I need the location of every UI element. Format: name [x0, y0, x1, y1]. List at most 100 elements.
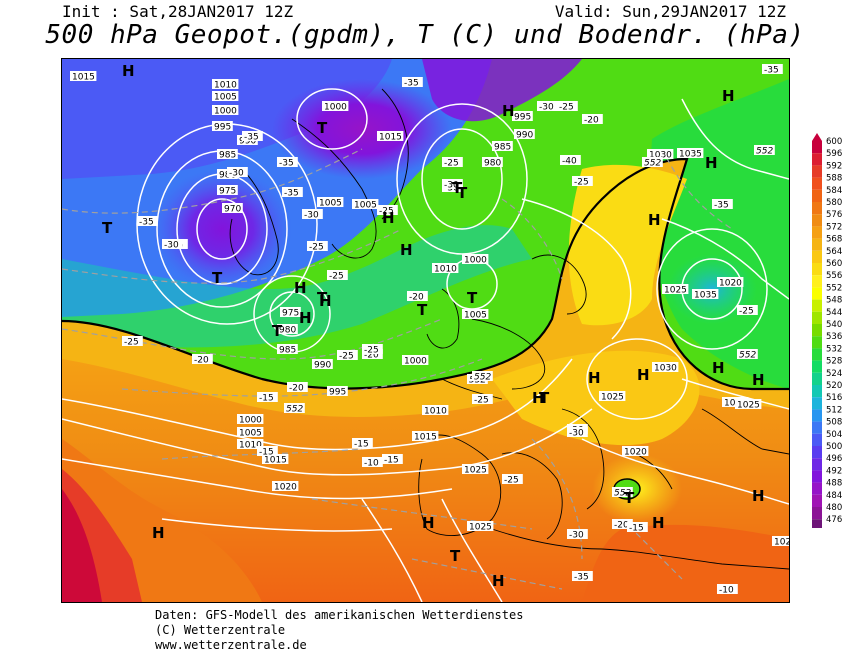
footer-copyright: (C) Wetterzentrale	[155, 623, 286, 637]
legend-label: 512	[826, 405, 842, 415]
temperature-label: -15	[629, 524, 644, 534]
legend-label: 556	[826, 271, 842, 281]
legend-label: 584	[826, 186, 842, 196]
pressure-label: 1020	[274, 483, 297, 493]
legend-swatch	[812, 263, 822, 276]
legend-label: 568	[826, 235, 842, 245]
high-pressure-symbol: H	[722, 87, 735, 105]
temperature-label: -30	[164, 241, 179, 251]
temperature-label-bg	[287, 382, 308, 392]
temperature-label-bg	[442, 179, 463, 189]
pressure-label: 1005	[354, 201, 377, 211]
temperature-label-bg	[737, 305, 758, 315]
temperature-label-bg	[277, 157, 298, 167]
low-pressure-symbol: T	[624, 489, 635, 507]
geopot-552-line	[62, 157, 789, 391]
pressure-label: 1000	[464, 256, 487, 266]
pressure-label-bg	[217, 149, 238, 159]
pressure-label: 1030	[649, 151, 672, 161]
high-pressure-symbol: H	[712, 359, 725, 377]
legend-swatch	[812, 494, 822, 507]
legend-swatch	[812, 177, 822, 190]
pressure-label-bg	[599, 391, 626, 401]
pressure-label-bg	[402, 355, 429, 365]
footer-data-source: Daten: GFS-Modell des amerikanischen Wet…	[155, 608, 524, 622]
legend-swatch	[812, 397, 822, 410]
pressure-label: 995	[214, 123, 231, 133]
legend-swatch	[812, 324, 822, 337]
pressure-label: 970	[224, 205, 241, 215]
temperature-label-bg	[402, 77, 423, 87]
temperature-label-bg	[502, 474, 523, 484]
high-pressure-symbol: H	[588, 369, 601, 387]
legend-swatch	[812, 250, 822, 263]
temperature-label: -30	[569, 531, 584, 541]
valid-time: Valid: Sun,29JAN2017 12Z	[554, 2, 786, 21]
temperature-label: -10	[364, 459, 379, 469]
temperature-label: -25	[504, 476, 519, 486]
pressure-label: 990	[516, 131, 533, 141]
temperature-label: -25	[339, 352, 354, 362]
legend-swatch	[812, 446, 822, 459]
legend-label: 492	[826, 466, 842, 476]
pressure-label: 985	[494, 143, 511, 153]
legend-label: 596	[826, 149, 842, 159]
pressure-label: 990	[314, 361, 331, 371]
pressure-label: 975	[219, 187, 236, 197]
temperature-label-bg	[192, 354, 213, 364]
temperature-label-bg	[712, 199, 733, 209]
geopotential-label: 552	[756, 147, 773, 157]
legend-label: 476	[826, 515, 842, 525]
legend-label: 576	[826, 210, 842, 220]
temperature-label: -25	[574, 178, 589, 188]
temperature-label: -30	[229, 169, 244, 179]
high-pressure-symbol: H	[319, 292, 332, 310]
legend-label: 480	[826, 503, 842, 513]
geopotential-label: 552	[644, 159, 661, 169]
temperature-label-bg	[560, 155, 581, 165]
temperature-label: -10	[719, 586, 734, 596]
legend-swatch	[812, 141, 822, 154]
pressure-label: 1020	[624, 448, 647, 458]
temperature-label: -25	[329, 272, 344, 282]
pressure-label-bg	[237, 427, 264, 437]
temperature-label-bg	[557, 101, 578, 111]
temperature-label-bg	[567, 529, 588, 539]
pressure-label-bg	[237, 439, 264, 449]
pressure-label-bg	[70, 71, 97, 81]
temperature-label: -15	[384, 456, 399, 466]
temperature-labels: -35-35-30-35-35-30-25-25-25-20-30-35-35-…	[122, 64, 783, 596]
temperature-label: -25	[559, 103, 574, 113]
temperature-label-bg	[122, 336, 143, 346]
geopotential-label-bg	[642, 157, 663, 167]
temperature-label: -35	[244, 133, 259, 143]
pressure-label: 985	[279, 346, 296, 356]
temperature-label-bg	[382, 454, 403, 464]
geopotential-labels: 552552552552552552552	[284, 145, 775, 499]
pressure-label-bg	[352, 199, 379, 209]
pressure-label-bg	[237, 414, 264, 424]
pressure-label-bg	[432, 263, 459, 273]
temperature-label-bg	[572, 571, 593, 581]
temperature-label-bg	[362, 457, 383, 467]
temperature-label-bg	[307, 241, 328, 251]
field-teal	[62, 225, 532, 348]
pressure-label-bg	[467, 521, 494, 531]
pressure-label: 1035	[679, 150, 702, 160]
temperature-label-bg	[327, 270, 348, 280]
pressure-label-bg	[462, 254, 489, 264]
low-pressure-symbol: T	[212, 269, 223, 287]
pressure-label: 1035	[694, 291, 717, 301]
pressure-label: 1025	[601, 393, 624, 403]
temperature-label: -25	[379, 207, 394, 217]
legend-swatch	[812, 165, 822, 178]
pressure-label: 985	[219, 151, 236, 161]
temperature-label: -25	[444, 159, 459, 169]
temperature-label: -35	[764, 66, 779, 76]
pressure-label-bg	[692, 289, 719, 299]
pressure-label: 1020	[774, 538, 789, 548]
pressure-label-bg	[212, 91, 239, 101]
temperature-label-bg	[567, 427, 588, 437]
pressure-label-bg	[262, 454, 289, 464]
